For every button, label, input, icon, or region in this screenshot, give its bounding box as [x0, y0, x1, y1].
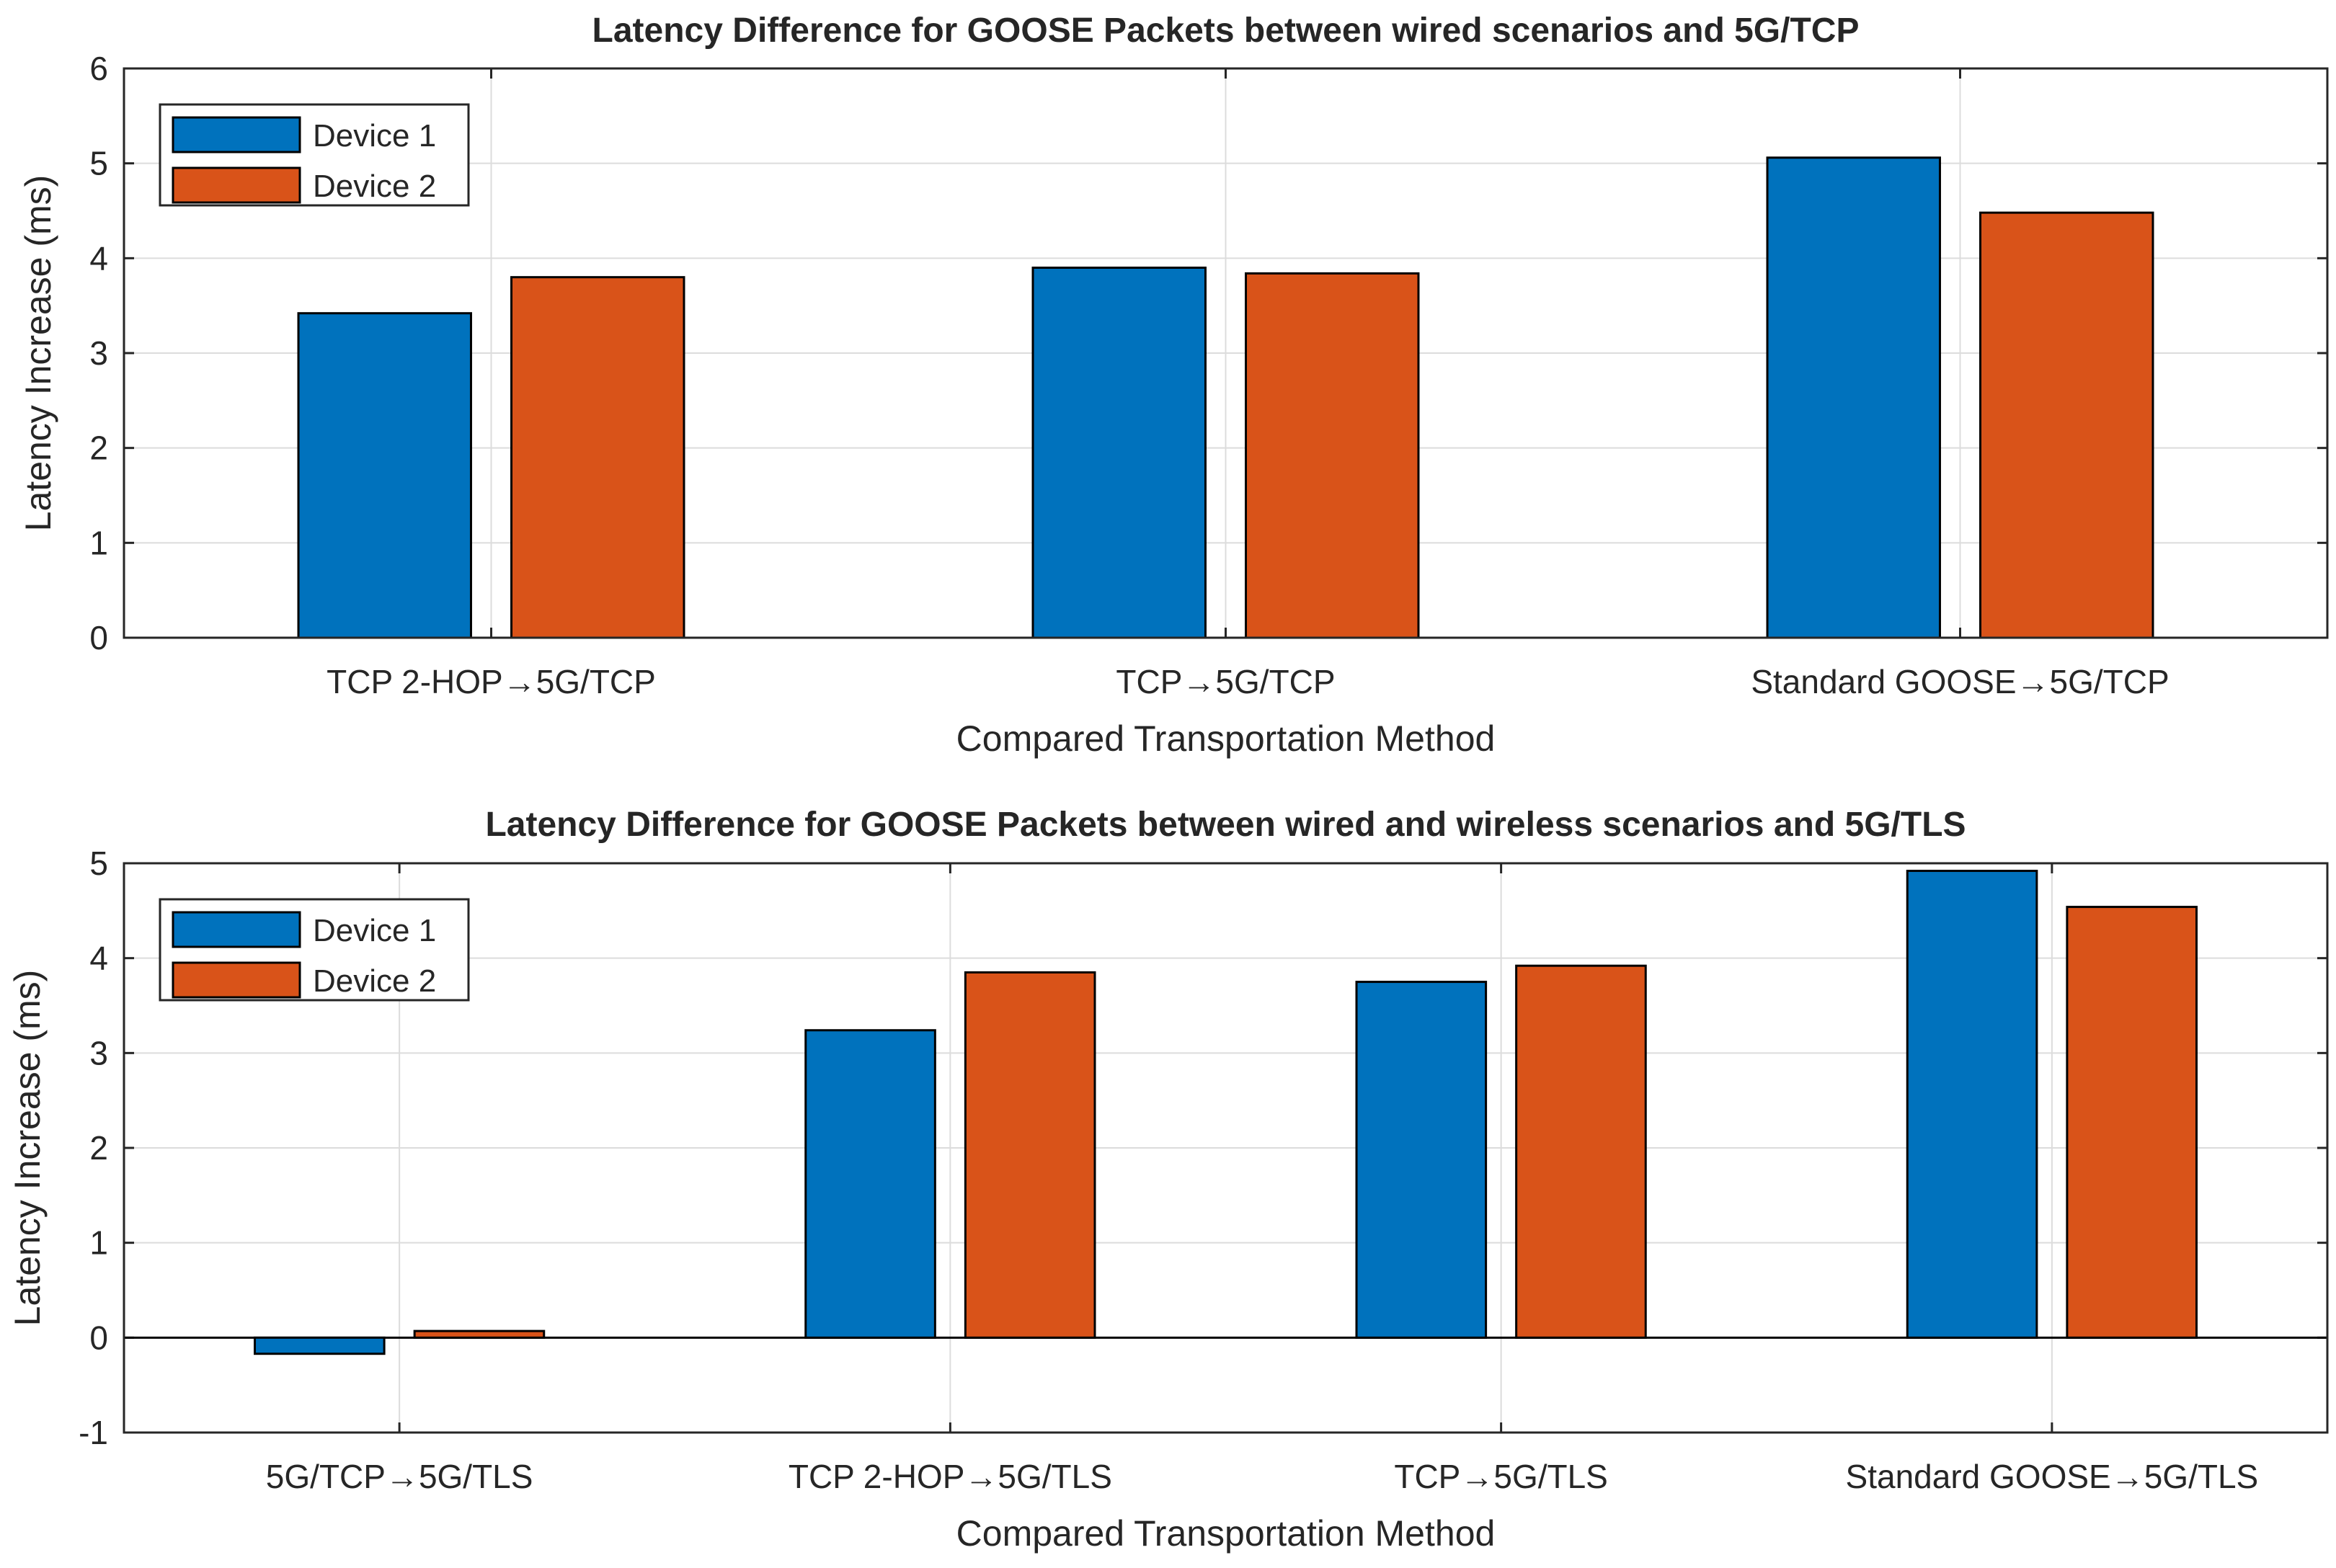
legend-label: Device 1	[313, 118, 436, 153]
bar-device-2	[1515, 964, 1647, 1339]
x-tick-label: TCP→5G/TCP	[1116, 663, 1335, 700]
x-tick-label: Standard GOOSE→5G/TCP	[1751, 663, 2169, 700]
legend-label: Device 1	[313, 913, 436, 948]
y-tick-label: 3	[89, 1034, 108, 1072]
legend-swatch	[172, 116, 301, 153]
bar-device-1	[1766, 156, 1941, 639]
x-tick-label: 5G/TCP→5G/TLS	[266, 1458, 533, 1495]
x-axis-label: Compared Transportation Method	[956, 718, 1496, 759]
x-tick-label: TCP 2-HOP→5G/TLS	[789, 1458, 1112, 1495]
y-tick-label: 2	[89, 429, 108, 467]
bar-device-2	[964, 971, 1096, 1339]
y-tick-label: 5	[89, 845, 108, 882]
bar-device-1	[254, 1336, 386, 1355]
y-tick-label: 1	[89, 524, 108, 561]
y-tick-label: 6	[89, 50, 108, 87]
axes-frame	[123, 862, 2329, 1434]
chart-title: Latency Difference for GOOSE Packets bet…	[485, 806, 1966, 844]
x-tick-label: TCP 2-HOP→5G/TCP	[327, 663, 656, 700]
y-tick-label: 1	[89, 1224, 108, 1262]
legend-label: Device 2	[313, 963, 436, 999]
y-tick-label: 4	[89, 239, 108, 277]
axes-frame	[123, 67, 2329, 639]
bar-device-1	[1906, 870, 2038, 1339]
legend-swatch	[172, 911, 301, 948]
bar-device-1	[1031, 267, 1207, 639]
bar-device-2	[1245, 272, 1420, 639]
y-tick-label: 2	[89, 1129, 108, 1167]
bar-device-1	[1355, 981, 1488, 1339]
y-tick-label: 5	[89, 145, 108, 182]
y-axis-label: Latency Increase (ms)	[18, 175, 58, 532]
bar-device-1	[297, 312, 472, 639]
chart-2: Latency Difference for GOOSE Packets bet…	[7, 806, 2329, 1554]
y-tick-label: 3	[89, 334, 108, 372]
bar-device-2	[510, 276, 685, 639]
y-tick-label: 0	[89, 1319, 108, 1356]
x-tick-label: Standard GOOSE→5G/TLS	[1846, 1458, 2259, 1495]
y-axis-label: Latency Increase (ms)	[7, 970, 48, 1327]
bar-device-1	[804, 1029, 936, 1339]
chart-1: Latency Difference for GOOSE Packets bet…	[18, 12, 2329, 759]
x-axis-label: Compared Transportation Method	[956, 1513, 1496, 1554]
bar-device-2	[2066, 906, 2198, 1339]
chart-title: Latency Difference for GOOSE Packets bet…	[592, 12, 1860, 50]
legend-swatch	[172, 166, 301, 204]
y-tick-label: -1	[79, 1414, 108, 1451]
x-tick-label: TCP→5G/TLS	[1394, 1458, 1608, 1495]
legend-swatch	[172, 961, 301, 999]
y-tick-label: 4	[89, 940, 108, 977]
legend-label: Device 2	[313, 169, 436, 204]
bar-device-2	[413, 1329, 546, 1339]
y-tick-label: 0	[89, 619, 108, 656]
bar-device-2	[1979, 211, 2154, 639]
